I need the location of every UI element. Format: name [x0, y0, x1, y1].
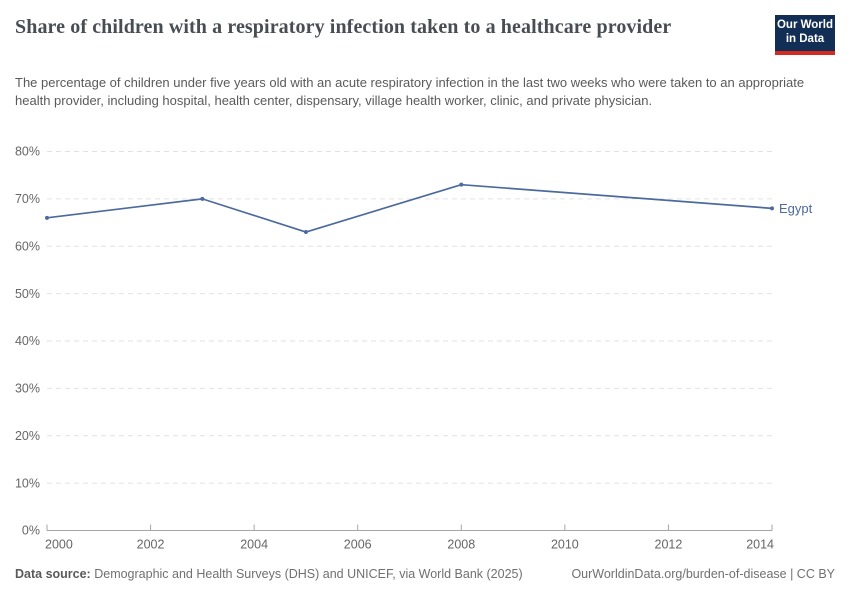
logo-accent-bar — [775, 51, 835, 55]
x-tick-label: 2010 — [551, 538, 579, 552]
series-line-egypt[interactable] — [46, 183, 773, 233]
x-tick-label: 2008 — [447, 538, 475, 552]
x-tick-label: 2012 — [655, 538, 683, 552]
y-tick-label: 40% — [15, 334, 40, 348]
owid-logo-line2: in Data — [785, 33, 825, 45]
y-tick-label: 70% — [15, 192, 40, 206]
data-source: Data source: Demographic and Health Surv… — [15, 567, 523, 581]
y-tick-label: 60% — [15, 239, 40, 253]
data-point[interactable] — [200, 196, 205, 201]
page-title: Share of children with a respiratory inf… — [15, 16, 672, 38]
owid-logo[interactable]: Our World in Data — [775, 15, 835, 55]
owid-logo-line1: Our World — [776, 19, 833, 31]
y-tick-label: 50% — [15, 287, 40, 301]
data-source-text: Demographic and Health Surveys (DHS) and… — [94, 567, 523, 581]
data-source-label: Data source: — [15, 567, 91, 581]
attribution-link[interactable]: OurWorldinData.org/burden-of-disease | C… — [571, 567, 835, 581]
data-point[interactable] — [770, 206, 774, 211]
y-tick-label: 10% — [15, 476, 40, 490]
y-tick-label: 0% — [22, 524, 40, 538]
x-tick-label: 2014 — [746, 538, 774, 552]
y-tick-label: 30% — [15, 382, 40, 396]
chart-subtitle: The percentage of children under five ye… — [15, 75, 805, 108]
data-point[interactable] — [303, 230, 308, 235]
data-point[interactable] — [45, 215, 49, 220]
series-end-label[interactable]: Egypt — [779, 201, 813, 216]
data-point[interactable] — [459, 182, 464, 187]
x-tick-label: 2002 — [137, 538, 165, 552]
y-tick-label: 80% — [15, 145, 40, 159]
x-tick-label: 2000 — [45, 538, 73, 552]
x-tick-label: 2006 — [344, 538, 372, 552]
x-tick-label: 2004 — [240, 538, 268, 552]
y-tick-label: 20% — [15, 429, 40, 443]
chart-footer: Data source: Demographic and Health Surv… — [15, 567, 835, 581]
